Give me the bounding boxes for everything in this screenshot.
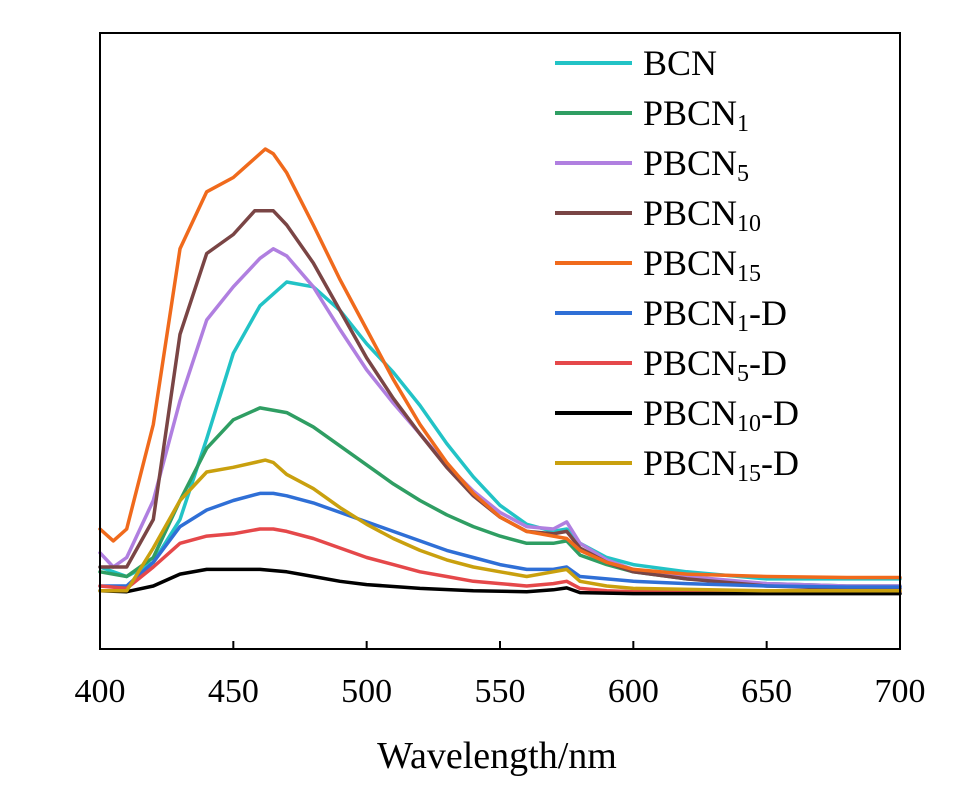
plot-frame: [99, 32, 901, 650]
legend: BCN PBCN1 PBCN5 PBCN10 PBCN15 PBCN1-D PBCN5-D P…: [555, 43, 799, 487]
legend-label-pbcn1: PBCN1: [643, 93, 749, 137]
series-line-pbcn5-d: [98, 527, 902, 594]
legend-label-pbcn15-d: PBCN15-D: [643, 443, 799, 487]
series-line-pbcn15-d: [98, 458, 902, 593]
x-tick-label-700: 700: [875, 673, 926, 710]
legend-label-bcn: BCN: [643, 43, 717, 83]
series-line-pbcn10-d: [98, 567, 902, 596]
x-tick-label-650: 650: [741, 673, 792, 710]
legend-label-pbcn1-d: PBCN1-D: [643, 293, 787, 337]
series-line-pbcn1-d: [98, 491, 902, 589]
x-tick-label-550: 550: [475, 673, 526, 710]
legend-label-pbcn10: PBCN10: [643, 193, 761, 237]
series-layer: [98, 147, 902, 596]
x-tick-label-500: 500: [341, 673, 392, 710]
series-line-bcn: [98, 280, 902, 581]
x-tick-label-400: 400: [75, 673, 126, 710]
legend-label-pbcn10-d: PBCN10-D: [643, 393, 799, 437]
legend-label-pbcn5-d: PBCN5-D: [643, 343, 787, 387]
legend-label-pbcn5: PBCN5: [643, 143, 749, 187]
x-axis: 400 450 500 550 600 650 700: [75, 641, 926, 710]
x-axis-title: Wavelength/nm: [377, 735, 617, 777]
legend-label-pbcn15: PBCN15: [643, 243, 761, 287]
x-tick-label-450: 450: [208, 673, 259, 710]
series-line-pbcn1: [98, 406, 902, 588]
x-tick-label-600: 600: [608, 673, 659, 710]
series-line-pbcn15: [98, 147, 902, 580]
